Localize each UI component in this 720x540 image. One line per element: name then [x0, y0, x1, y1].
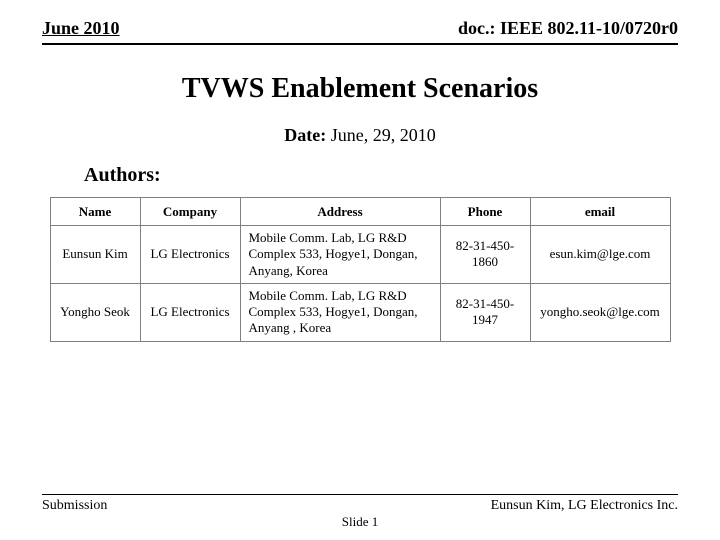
slide-page: June 2010 doc.: IEEE 802.11-10/0720r0 TV…	[0, 0, 720, 540]
table-header-row: Name Company Address Phone email	[50, 198, 670, 226]
cell-company: LG Electronics	[140, 283, 240, 341]
footer-left: Submission	[42, 498, 107, 514]
cell-phone: 82-31-450-1947	[440, 283, 530, 341]
col-header-phone: Phone	[440, 198, 530, 226]
cell-address: Mobile Comm. Lab, LG R&D Complex 533, Ho…	[240, 226, 440, 284]
col-header-email: email	[530, 198, 670, 226]
header-row: June 2010 doc.: IEEE 802.11-10/0720r0	[42, 18, 678, 41]
header-rule	[42, 43, 678, 45]
footer-row: Submission Eunsun Kim, LG Electronics In…	[42, 498, 678, 514]
page-title: TVWS Enablement Scenarios	[42, 73, 678, 105]
col-header-company: Company	[140, 198, 240, 226]
header-date: June 2010	[42, 18, 120, 39]
cell-name: Eunsun Kim	[50, 226, 140, 284]
footer-right: Eunsun Kim, LG Electronics Inc.	[491, 498, 678, 514]
table-row: Eunsun Kim LG Electronics Mobile Comm. L…	[50, 226, 670, 284]
table-row: Yongho Seok LG Electronics Mobile Comm. …	[50, 283, 670, 341]
footer-rule	[42, 494, 678, 495]
date-label: Date:	[284, 125, 326, 145]
cell-name: Yongho Seok	[50, 283, 140, 341]
footer: Submission Eunsun Kim, LG Electronics In…	[42, 494, 678, 514]
date-line: Date: June, 29, 2010	[42, 125, 678, 146]
authors-label: Authors:	[84, 164, 678, 187]
cell-phone: 82-31-450-1860	[440, 226, 530, 284]
cell-company: LG Electronics	[140, 226, 240, 284]
cell-email: esun.kim@lge.com	[530, 226, 670, 284]
cell-email: yongho.seok@lge.com	[530, 283, 670, 341]
authors-table: Name Company Address Phone email Eunsun …	[50, 197, 671, 342]
col-header-address: Address	[240, 198, 440, 226]
col-header-name: Name	[50, 198, 140, 226]
slide-number: Slide 1	[0, 514, 720, 530]
date-value: June, 29, 2010	[331, 125, 436, 145]
cell-address: Mobile Comm. Lab, LG R&D Complex 533, Ho…	[240, 283, 440, 341]
header-doc-id: doc.: IEEE 802.11-10/0720r0	[458, 18, 678, 39]
